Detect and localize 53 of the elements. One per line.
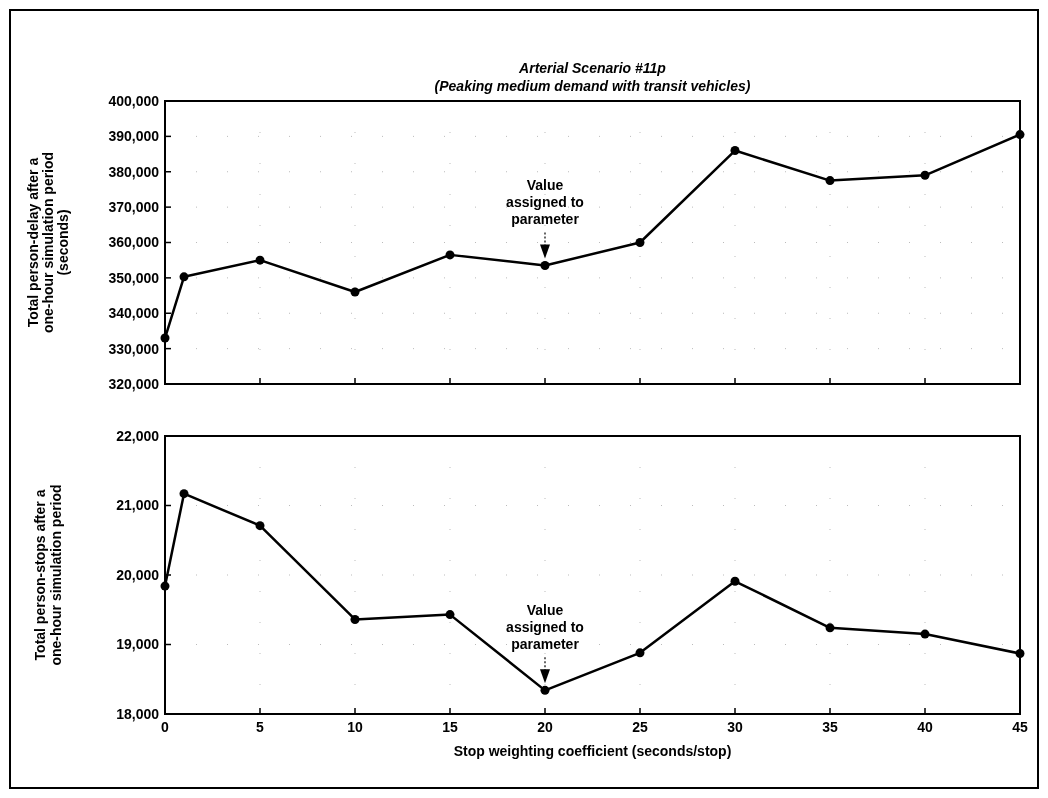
point (445, 250, 455, 260)
point (255, 255, 265, 265)
point (540, 260, 550, 270)
point (540, 685, 550, 695)
x-tick-label: 5 (256, 719, 265, 735)
y-tick-label: 18,000 (116, 705, 160, 722)
y-tick-label: 19,000 (116, 636, 160, 653)
y-axis-title: Total person-stops after a one-hour simulation period (32, 484, 64, 666)
x-tick-label: 35 (822, 719, 838, 735)
point (635, 238, 645, 247)
x-tick-label: 20 (537, 719, 553, 735)
point (920, 170, 930, 180)
y-tick-label: 20,000 (116, 566, 160, 583)
x-tick-label: 30 (727, 719, 743, 735)
point (920, 629, 930, 639)
point (825, 623, 835, 633)
point (1015, 649, 1025, 659)
y-tick-label: 370,000 (108, 199, 160, 216)
point (160, 333, 170, 343)
point (179, 489, 189, 499)
x-tick-label: 10 (347, 719, 363, 735)
y-tick-label: 400,000 (108, 92, 160, 109)
point (730, 146, 740, 156)
chart-subtitle: (Peaking medium demand with transit vehicles) (434, 78, 751, 94)
x-tick-label: 0 (161, 719, 170, 735)
point (730, 576, 740, 586)
y-tick-label: 340,000 (108, 305, 160, 322)
chart-title: Arterial Scenario #11p (518, 60, 667, 76)
point (255, 521, 265, 531)
y-tick-label: 350,000 (108, 269, 160, 286)
y-tick-label: 330,000 (108, 340, 160, 357)
y-tick-label: 22,000 (116, 427, 160, 444)
point (445, 610, 455, 620)
annotation: Value assigned to parameter (506, 177, 584, 228)
y-axis-title: Total person-delay after a one-hour simulation period (seconds) (24, 151, 72, 334)
y-tick-label: 380,000 (108, 163, 160, 180)
point (350, 287, 360, 297)
x-tick-label: 40 (917, 719, 933, 735)
point (179, 272, 189, 282)
point (825, 176, 835, 186)
y-tick-label: 320,000 (108, 375, 160, 392)
x-tick-label: 25 (632, 719, 648, 735)
y-tick-label: 360,000 (108, 234, 160, 251)
annotation: Value assigned to parameter (506, 602, 584, 653)
y-tick-label: 21,000 (116, 497, 160, 514)
point (635, 648, 645, 658)
point (160, 581, 170, 591)
x-tick-label: 45 (1012, 719, 1028, 735)
point (1015, 130, 1025, 140)
y-tick-label: 390,000 (108, 128, 160, 145)
point (350, 614, 360, 624)
x-tick-label: 15 (442, 719, 458, 735)
x-axis-title: Stop weighting coefficient (seconds/stop) (453, 743, 732, 759)
